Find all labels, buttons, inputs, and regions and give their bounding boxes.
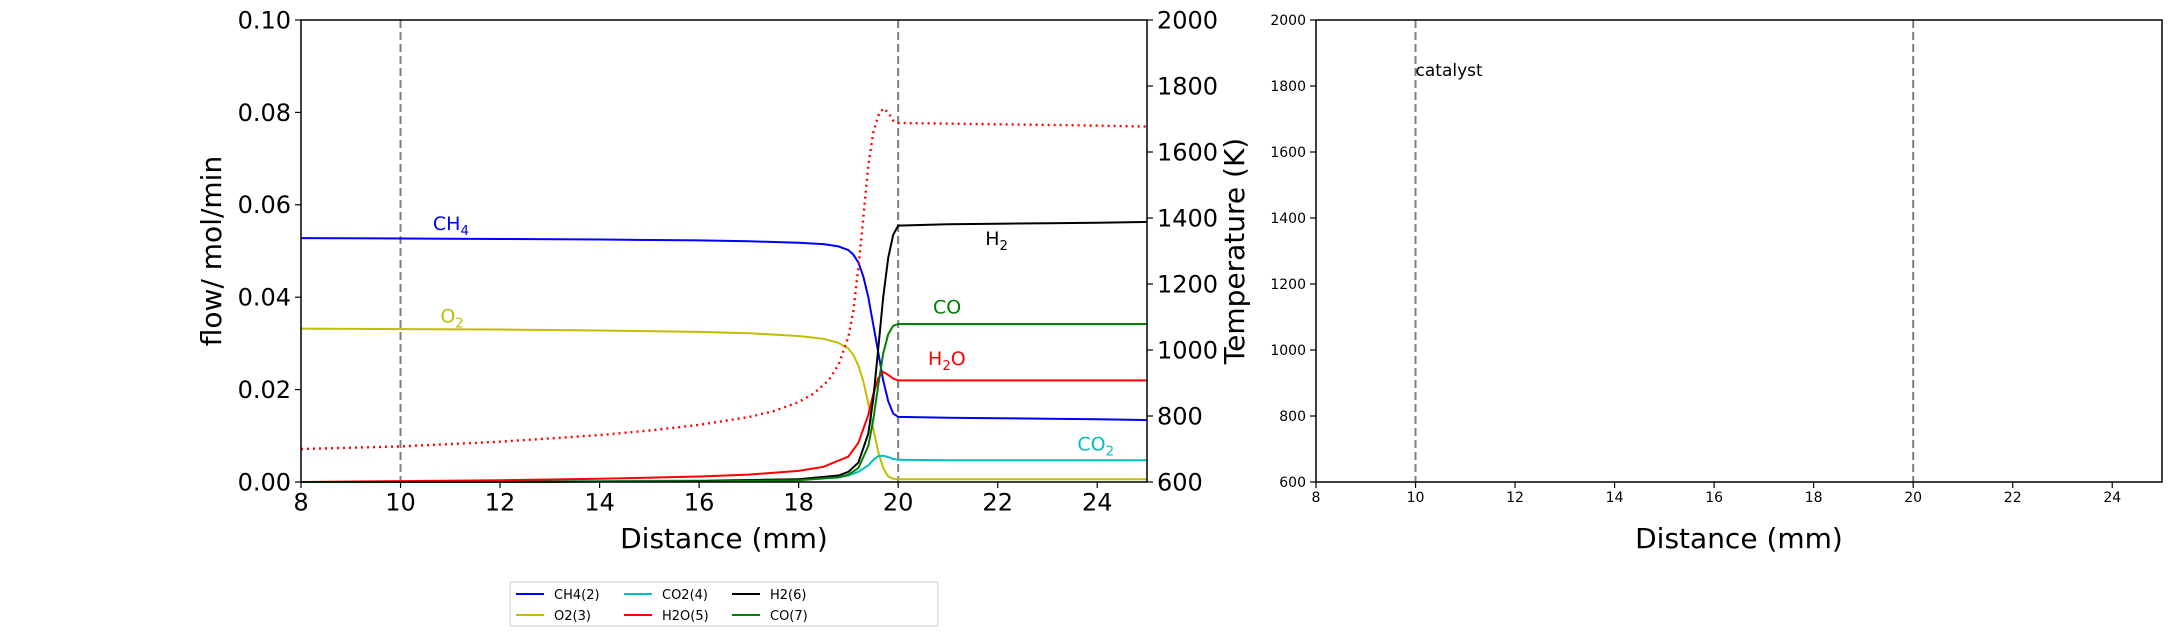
x-tick-label: 24	[2103, 490, 2121, 506]
annotation-main: O	[440, 306, 455, 328]
annotation-suffix: O	[951, 348, 966, 370]
y2-tick-label: 1800	[1157, 72, 1218, 100]
series-annotation: H2	[985, 228, 1008, 254]
y-tick-label: 0.00	[238, 468, 291, 496]
x-tick-label: 10	[1407, 490, 1425, 506]
x-tick-label: 12	[1506, 490, 1524, 506]
y-tick-label: 1200	[1270, 277, 1306, 293]
x-tick-label: 22	[982, 488, 1013, 516]
legend-entry-label: CO(7)	[770, 609, 808, 624]
y2-tick-label: 1200	[1157, 270, 1218, 298]
y2-tick-label: 1000	[1157, 336, 1218, 364]
series-annotation: CO2	[1077, 434, 1114, 460]
legend-box	[509, 581, 939, 627]
series-annotation: H2O	[928, 348, 966, 374]
annotation-subscript: 2	[1106, 445, 1114, 460]
y-tick-label: 0.04	[238, 284, 291, 312]
x-tick-label: 20	[883, 488, 914, 516]
legend-entry-label: CO2(4)	[662, 588, 708, 603]
x-tick-label: 16	[1705, 490, 1723, 506]
x-tick-label: 14	[584, 488, 615, 516]
x-axis-label: Distance (mm)	[1635, 522, 1843, 555]
annotation-main: CO	[1077, 434, 1105, 456]
x-tick-label: 20	[1904, 490, 1922, 506]
temperature-series-line	[300, 106, 1148, 451]
x-tick-label: 14	[1606, 490, 1624, 506]
legend: CH4(2) O2(3) CO2(4) H2O(5) H2(6) CO(7)	[509, 581, 939, 627]
plot-frame	[1315, 19, 2163, 483]
y-tick-label: 800	[1279, 409, 1306, 425]
y2-tick-label: 1600	[1157, 138, 1218, 166]
y-tick-label: 0.02	[238, 376, 291, 404]
x-tick-label: 10	[385, 488, 416, 516]
series-line-o23	[300, 327, 1147, 481]
y2-tick-label: 2000	[1157, 6, 1218, 34]
y2-axis-label: Temperature (K)	[1218, 138, 1251, 365]
x-axis-label: Distance (mm)	[620, 522, 828, 555]
series-annotation: CO	[933, 296, 961, 318]
y2-tick-label: 1400	[1157, 204, 1218, 232]
annotation-subscript: 2	[455, 317, 463, 332]
annotation-subscript: 4	[460, 224, 468, 239]
legend-entry-label: H2(6)	[770, 588, 806, 603]
series-annotation: CH4	[433, 213, 469, 239]
legend-entry-label: CH4(2)	[554, 588, 600, 603]
x-tick-label: 18	[783, 488, 814, 516]
x-tick-label: 16	[684, 488, 715, 516]
y-tick-label: 1600	[1270, 145, 1306, 161]
series-annotation: catalyst	[1416, 61, 1483, 81]
legend-entry-label: H2O(5)	[662, 609, 709, 624]
y-tick-label: 1000	[1270, 343, 1306, 359]
y2-tick-label: 600	[1157, 468, 1203, 496]
x-tick-label: 22	[2004, 490, 2022, 506]
series-annotation: O2	[440, 306, 463, 332]
y-tick-label: 2000	[1270, 13, 1306, 29]
y-tick-label: 1800	[1270, 79, 1306, 95]
annotation-main: H	[985, 228, 999, 250]
y-tick-label: 0.08	[238, 99, 291, 127]
annotation-main: H	[928, 348, 942, 370]
y-tick-label: 0.10	[238, 6, 291, 34]
y2-tick-label: 800	[1157, 402, 1203, 430]
annotation-main: CH	[433, 213, 461, 235]
annotation-main: catalyst	[1416, 61, 1483, 81]
plot-frame	[300, 19, 1148, 483]
series-line-co24	[301, 454, 1147, 483]
x-tick-label: 12	[485, 488, 516, 516]
x-tick-label: 8	[293, 488, 308, 516]
series-line-h2o5	[300, 370, 1147, 483]
y-axis-label: flow/ mol/min	[195, 156, 228, 346]
plot-panel-2: 8 10 12 14 16 18 20 22 24 600 800 1000 1200 1400 1600 1…	[1270, 13, 2163, 555]
x-tick-label: 8	[1312, 490, 1321, 506]
series-line-ch42	[300, 237, 1148, 422]
series-line-co7	[301, 323, 1147, 483]
annotation-main: CO	[933, 296, 961, 318]
annotation-subscript: 2	[942, 359, 950, 374]
x-tick-label: 18	[1805, 490, 1823, 506]
legend-entry-label: O2(3)	[554, 609, 591, 624]
y-tick-label: 1400	[1270, 211, 1306, 227]
annotation-subscript: 2	[1000, 239, 1008, 254]
series-line-h26	[301, 220, 1148, 483]
y-tick-label: 0.06	[238, 191, 291, 219]
y-tick-label: 600	[1279, 475, 1306, 491]
plot-panel-1: 8 10 12 14 16 18 20 22 240.000.020.040.060.080.1…	[195, 6, 1251, 627]
x-tick-label: 24	[1082, 488, 1113, 516]
